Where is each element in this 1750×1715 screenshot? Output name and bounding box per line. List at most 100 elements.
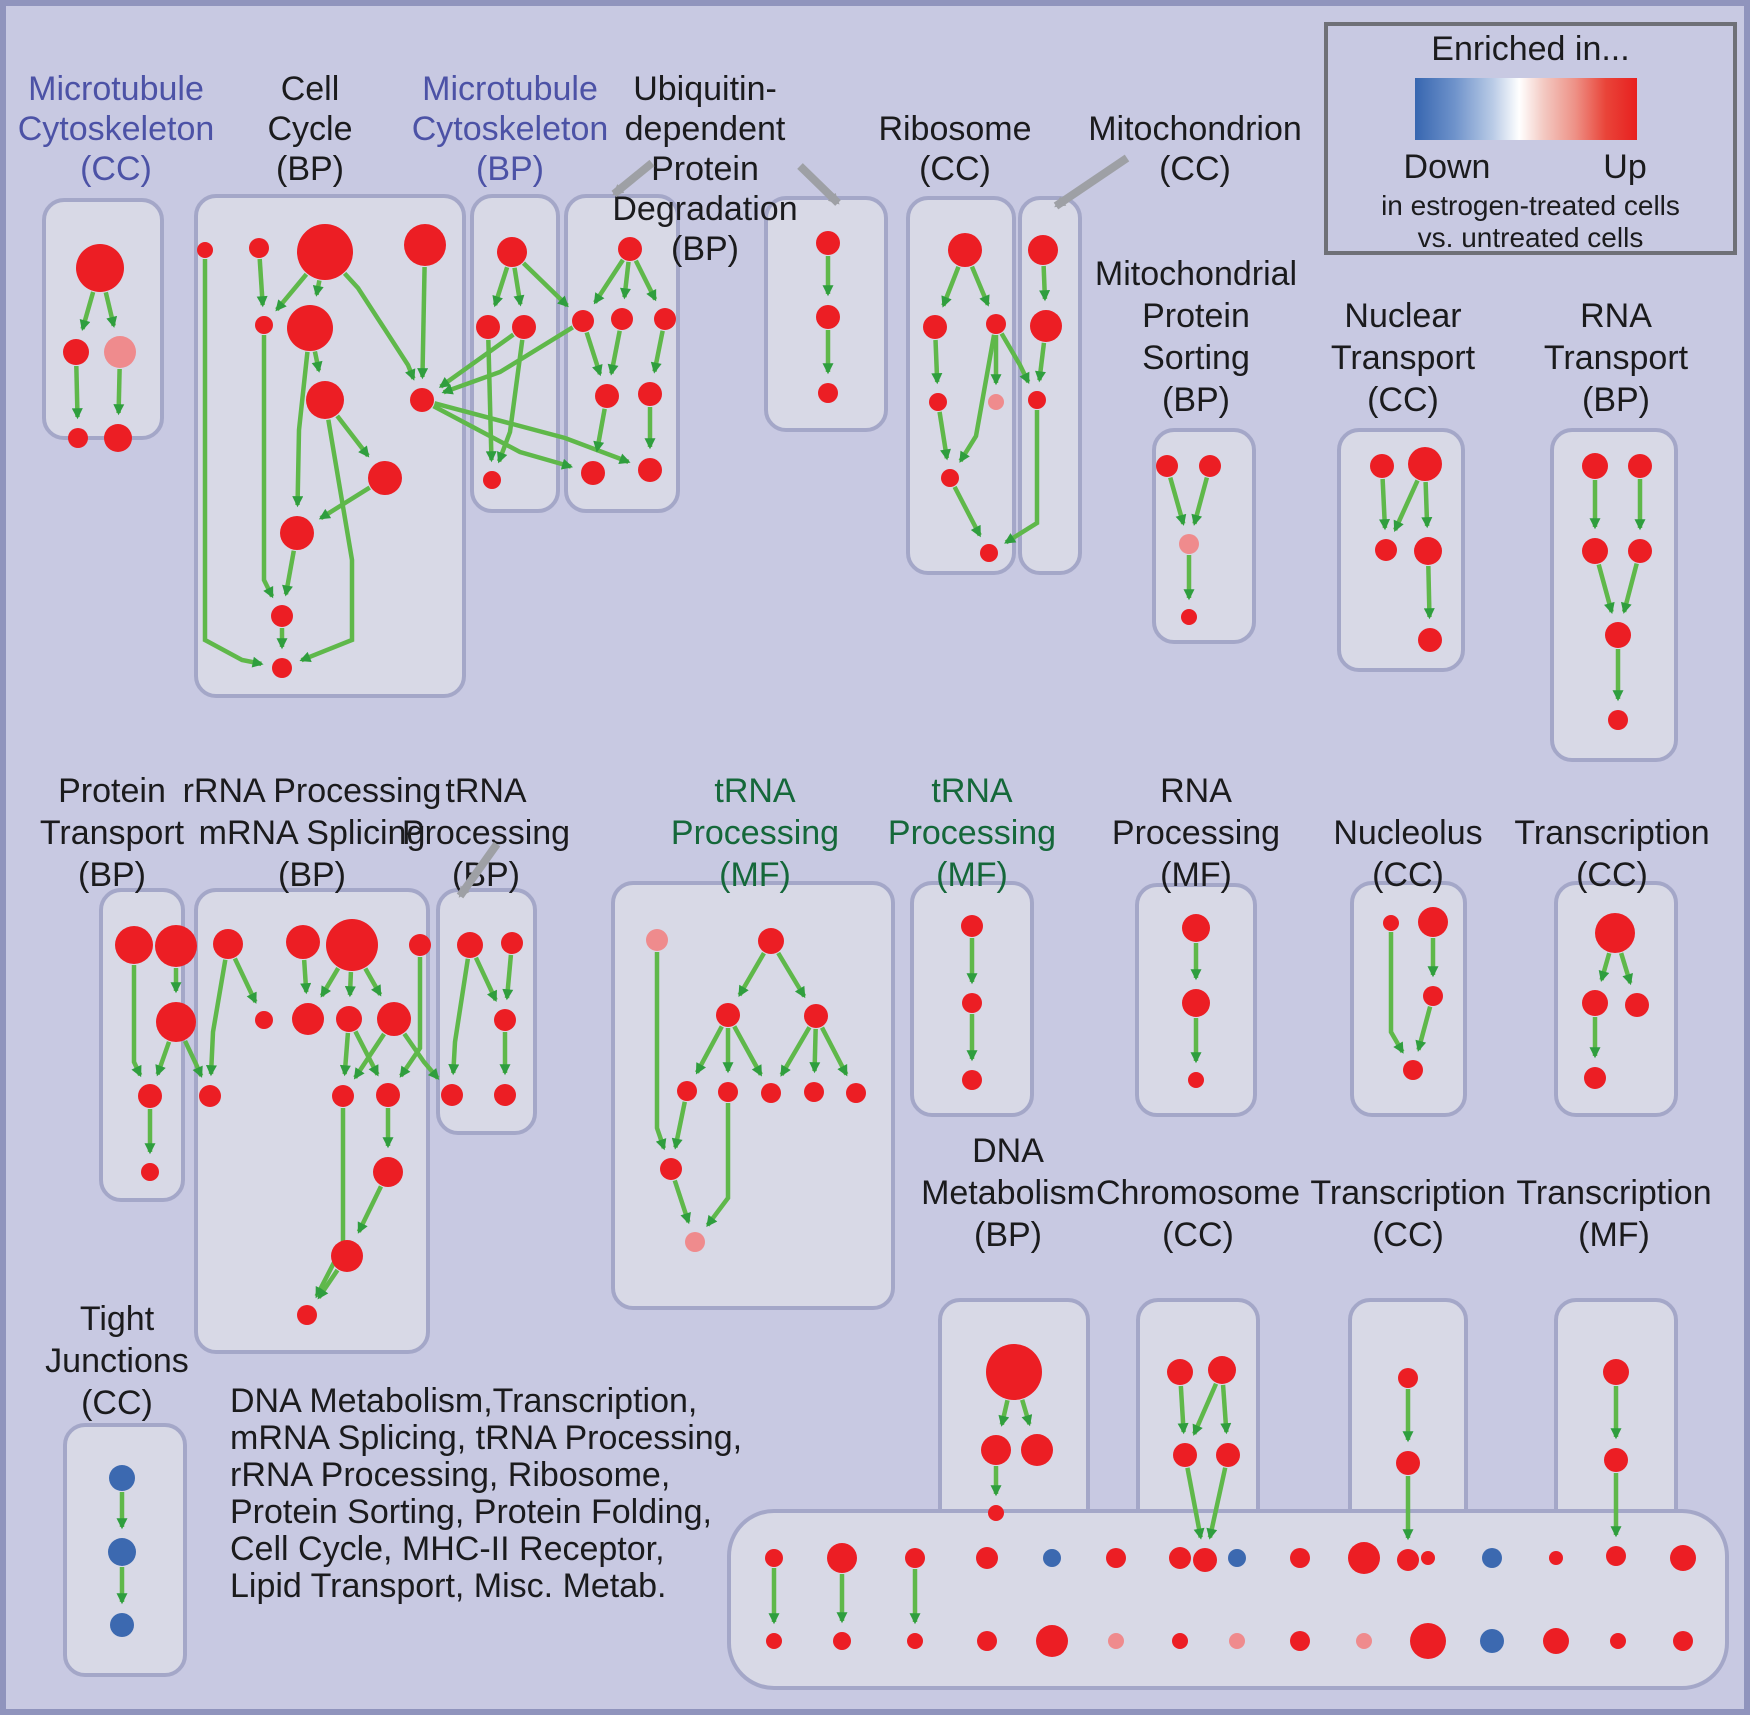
node <box>638 382 662 406</box>
edge <box>732 1025 763 1077</box>
node <box>827 1543 857 1573</box>
edge <box>292 351 310 508</box>
node <box>961 915 983 937</box>
edge <box>1423 565 1435 620</box>
legend-note-line1: in estrogen-treated cells <box>1381 190 1680 221</box>
edge <box>819 1026 849 1077</box>
node <box>654 308 676 330</box>
group-label-transcription-cc-lower: Transcription (CC) <box>1310 1174 1505 1254</box>
edge <box>399 957 423 1078</box>
edge <box>937 411 951 461</box>
group-label-microtubule-cytoskeleton-bp: Microtubule Cytoskeleton (BP) <box>412 70 609 188</box>
group-label-rna-transport-bp: RNA Transport (BP) <box>1544 297 1689 419</box>
edge <box>342 271 416 381</box>
node <box>1582 538 1608 564</box>
edge <box>113 368 125 416</box>
node <box>1549 1551 1563 1565</box>
node <box>1108 1633 1124 1649</box>
edge <box>492 266 510 308</box>
node <box>1403 1060 1423 1080</box>
node <box>986 1344 1042 1400</box>
edge <box>155 1041 172 1077</box>
edge <box>671 1101 687 1150</box>
group-label-tight-junctions-cc: Tight Junctions (CC) <box>45 1300 189 1422</box>
edge <box>1596 563 1615 614</box>
node <box>63 339 89 365</box>
node <box>104 424 132 452</box>
group-box-dna-metabolism-bp <box>938 1298 1090 1532</box>
group-box-transcription-cc-upper <box>1554 881 1678 1117</box>
node <box>1028 235 1058 265</box>
node <box>1603 1359 1629 1385</box>
edge <box>316 1268 340 1300</box>
node <box>141 1163 159 1181</box>
edge <box>672 1179 691 1225</box>
node <box>373 1157 403 1187</box>
node <box>280 516 314 550</box>
node <box>1670 1545 1696 1571</box>
group-label-protein-transport-bp: Protein Transport (BP) <box>40 772 185 894</box>
node <box>1290 1548 1310 1568</box>
node <box>497 237 527 267</box>
edge <box>502 954 514 1001</box>
node <box>1398 1368 1418 1388</box>
node <box>1036 1625 1068 1657</box>
edge <box>356 1185 384 1234</box>
node <box>976 1547 998 1569</box>
group-box-microtubule-cytoskeleton-cc <box>42 198 164 440</box>
callout-arrow-icon <box>456 841 501 899</box>
node <box>1169 1547 1191 1569</box>
edge <box>1618 952 1633 986</box>
node <box>1172 1633 1188 1649</box>
node <box>1181 609 1197 625</box>
node <box>718 1082 738 1102</box>
node <box>1582 990 1608 1016</box>
edge <box>958 334 997 463</box>
node <box>326 919 378 971</box>
node <box>457 932 483 958</box>
edge <box>311 351 323 373</box>
group-label-mitochondrion-cc: Mitochondrion (CC) <box>1088 110 1302 188</box>
node <box>494 1009 516 1031</box>
edge <box>417 266 429 380</box>
group-label-nuclear-transport-cc: Nuclear Transport (CC) <box>1331 297 1476 419</box>
node <box>297 224 353 280</box>
legend-up-label: Up <box>1603 148 1647 186</box>
group-label-dna-metabolism-bp: DNA Metabolism (BP) <box>921 1132 1095 1254</box>
edge <box>1393 479 1420 532</box>
node <box>716 1003 740 1027</box>
node <box>331 1240 363 1272</box>
edge <box>705 1103 731 1227</box>
node <box>512 315 536 339</box>
node <box>1543 1628 1569 1654</box>
node <box>376 1083 400 1107</box>
edge <box>256 258 268 308</box>
node <box>1208 1356 1236 1384</box>
edge <box>941 265 961 308</box>
edge <box>1177 1385 1189 1435</box>
edge <box>485 339 497 463</box>
edge <box>275 272 309 312</box>
group-box-nuclear-transport-cc <box>1337 428 1465 672</box>
edge <box>694 1025 724 1075</box>
node <box>1216 1443 1240 1467</box>
node <box>1673 1631 1693 1651</box>
node <box>611 308 633 330</box>
node <box>1628 539 1652 563</box>
node <box>377 1002 411 1036</box>
node <box>1482 1548 1502 1568</box>
node <box>336 1006 362 1032</box>
node <box>1610 1633 1626 1649</box>
node <box>1410 1623 1446 1659</box>
group-label-ubiquitin-degradation-bp-1: Ubiquitin-dependent Protein Degradation (BP… <box>612 70 797 268</box>
edge <box>969 265 990 307</box>
callout-arrow-icon <box>1053 154 1130 210</box>
node <box>1179 534 1199 554</box>
node <box>905 1548 925 1568</box>
edge <box>584 331 603 377</box>
node <box>1348 1542 1380 1574</box>
node <box>962 1070 982 1090</box>
node <box>1021 1434 1053 1466</box>
